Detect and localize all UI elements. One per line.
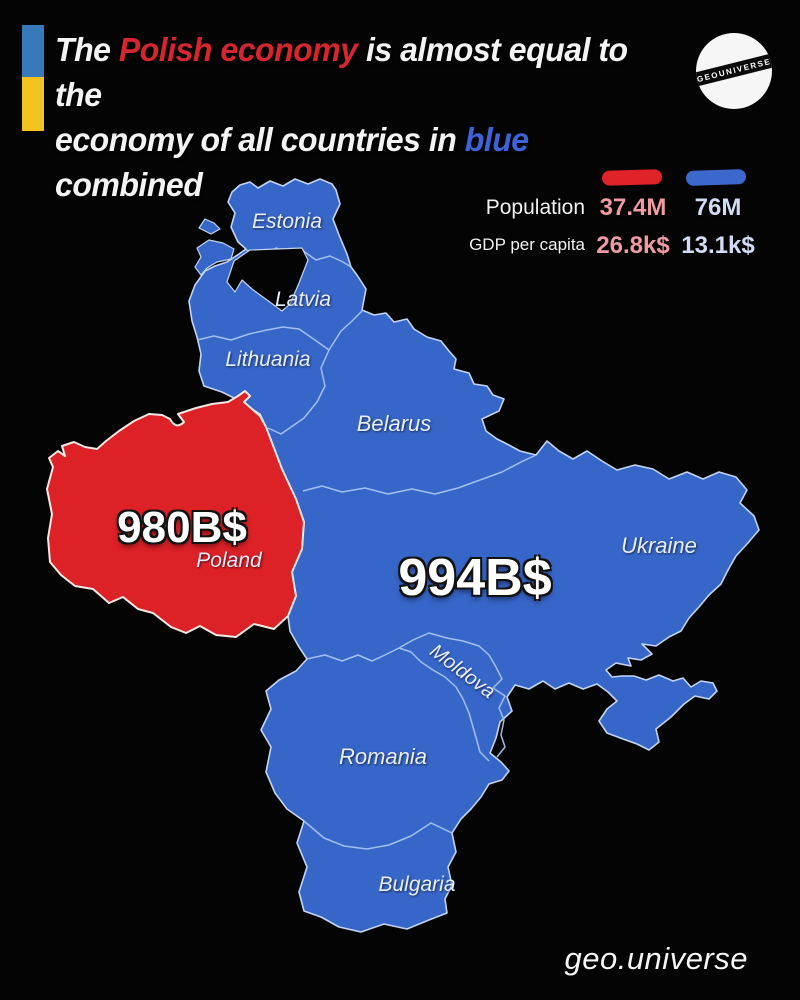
label-lithuania: Lithuania <box>225 348 311 371</box>
gdp-row-label: GDP per capita <box>469 235 585 254</box>
label-estonia: Estonia <box>251 210 323 233</box>
population-red-value: 37.4M <box>599 194 667 221</box>
label-belarus: Belarus <box>356 411 432 436</box>
label-ukraine: Ukraine <box>621 533 697 558</box>
label-latvia: Latvia <box>274 288 332 311</box>
border-lithuania-belarus <box>267 349 330 435</box>
poland-shape <box>46 390 305 638</box>
border-moldova-ukraine <box>398 632 506 758</box>
title-line-2: economy of all countries in blue combine… <box>55 121 529 203</box>
population-blue-value: 76M <box>694 194 742 221</box>
label-bulgaria: Bulgaria <box>378 873 456 896</box>
gdp-red-value: 26.8k$ <box>596 232 670 259</box>
flag-yellow-stripe <box>22 77 44 131</box>
blue-countries-landmass <box>188 178 760 933</box>
poland-gdp-total: 980B$ <box>117 503 247 552</box>
ukraine-flag-bar <box>22 25 44 131</box>
population-row-label: Population <box>485 196 585 219</box>
gdp-blue-value: 13.1k$ <box>681 232 755 259</box>
border-belarus-ukraine <box>302 454 537 495</box>
flag-blue-stripe <box>22 25 44 77</box>
watermark: geo.universe <box>564 941 748 976</box>
gulf-of-riga <box>226 247 309 312</box>
border-ukraine-romania <box>306 647 400 662</box>
title-line-1: The Polish economy is almost equal to th… <box>55 31 628 113</box>
label-poland: Poland <box>196 549 262 572</box>
border-romania-bulgaria <box>303 820 453 850</box>
island-hiiumaa <box>198 218 221 235</box>
label-romania: Romania <box>338 744 428 769</box>
page-title: The Polish economy is almost equal to th… <box>55 27 666 207</box>
island-saaremaa <box>194 239 235 276</box>
blue-gdp-total: 994B$ <box>398 549 552 607</box>
border-romania-moldova <box>398 647 490 762</box>
border-latvia-belarus <box>328 310 363 351</box>
geouniverse-logo: GEOUNIVERSE <box>696 33 772 109</box>
border-latvia-lithuania <box>196 326 330 351</box>
